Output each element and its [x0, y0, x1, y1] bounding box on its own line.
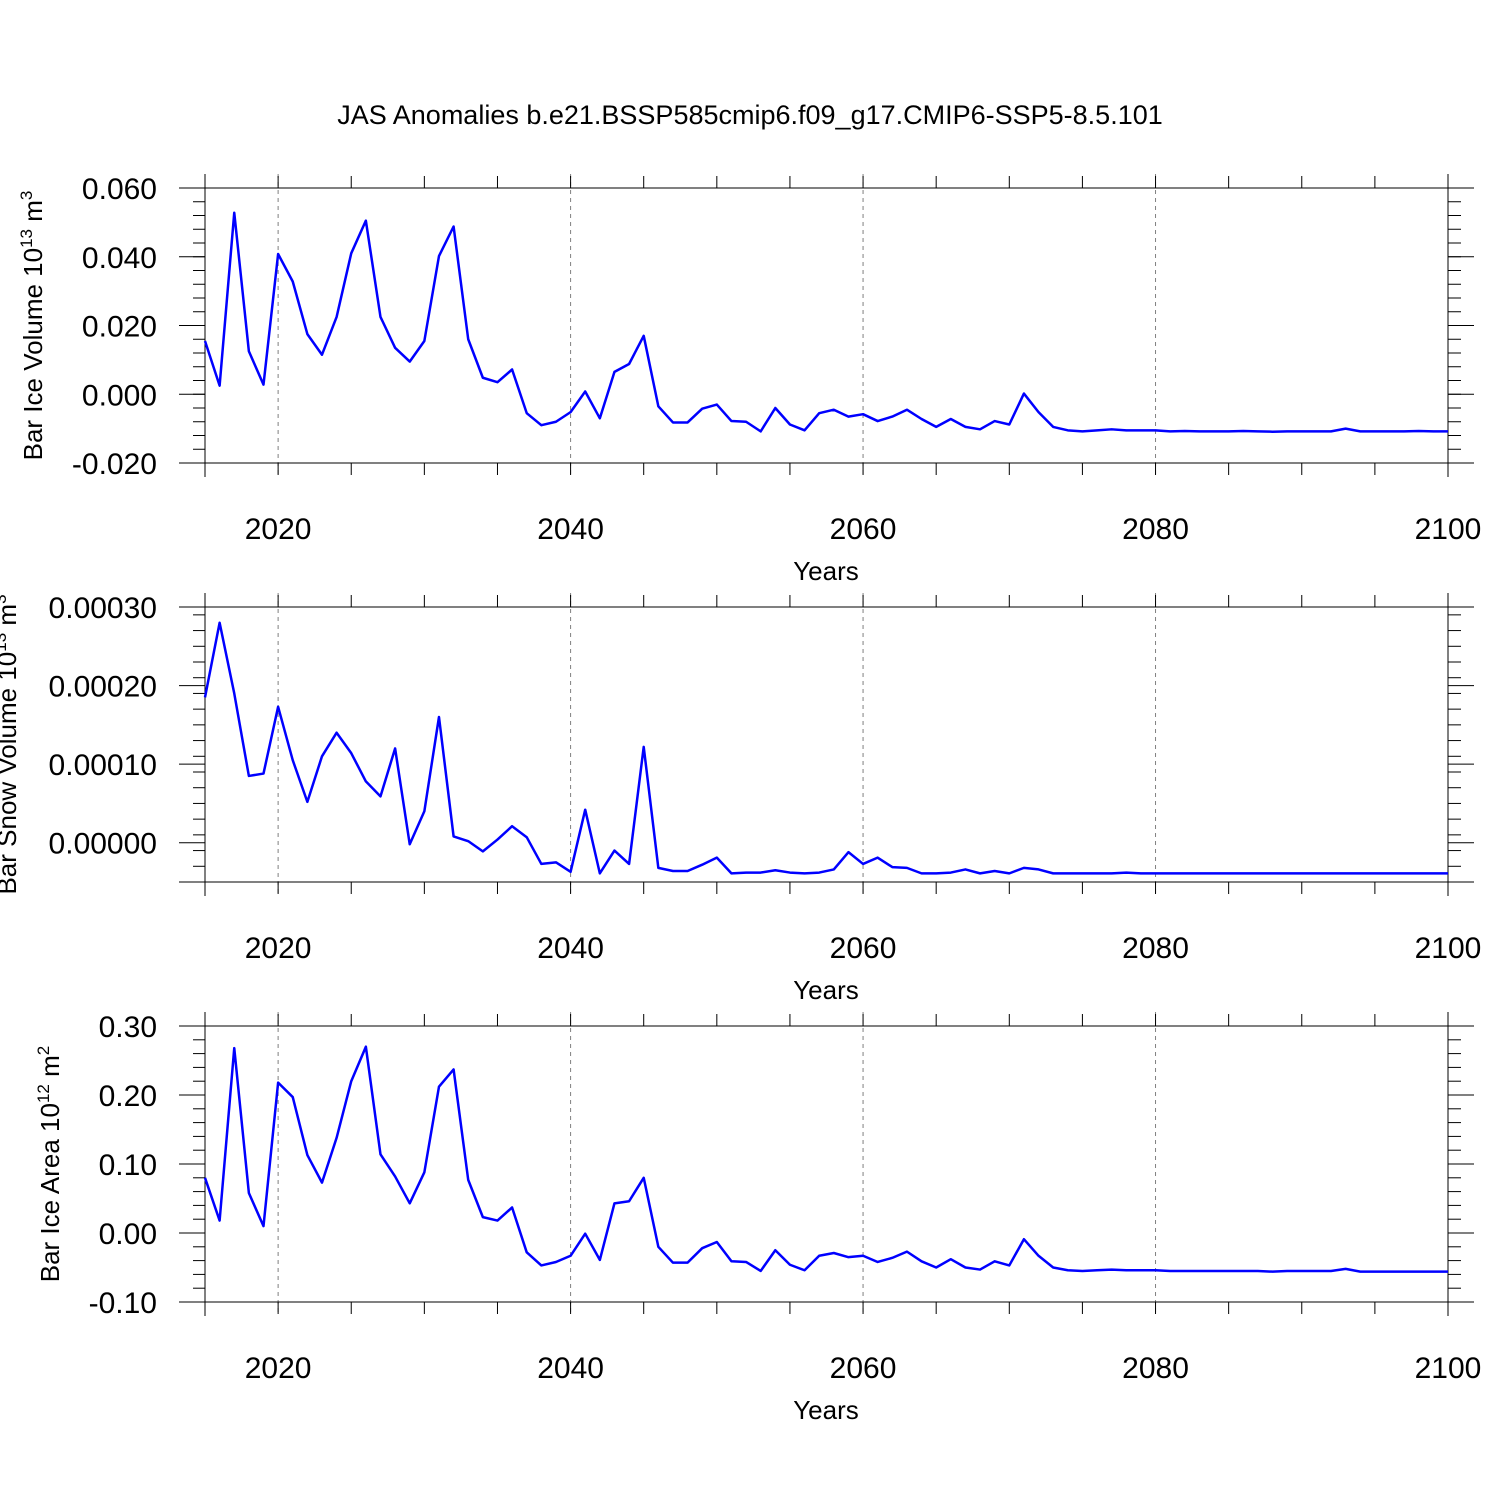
- xtick-label: 2020: [245, 932, 312, 965]
- ytick-label: 0.00: [99, 1218, 157, 1251]
- ytick-label: 0.00000: [49, 828, 157, 861]
- series-line-snow-volume: [203, 621, 1448, 875]
- panel-ice-volume: -0.020 0.000 0.020 0.040 0.060 2020 2040 2060 20…: [17, 173, 1481, 586]
- panel-ice-area: -0.10 0.00 0.10 0.20 0.30 2020 2040 2060 2080 210…: [34, 1011, 1481, 1425]
- ytick-label: 0.20: [99, 1080, 157, 1113]
- y-axis-label: Bar Ice Area 1012 m2: [34, 1046, 65, 1283]
- x-axis-label: Years: [793, 556, 859, 586]
- xtick-label: 2040: [537, 932, 604, 965]
- xtick-label: 2100: [1415, 1352, 1482, 1385]
- series-line-ice-area: [203, 1045, 1448, 1273]
- series-line-ice-volume: [203, 211, 1448, 433]
- xtick-label: 2060: [830, 1352, 897, 1385]
- ytick-label: 0.00020: [49, 671, 157, 704]
- xtick-label: 2080: [1122, 1352, 1189, 1385]
- x-axis-label: Years: [793, 1395, 859, 1425]
- ytick-label: -0.020: [72, 448, 157, 481]
- ytick-label: 0.30: [99, 1011, 157, 1044]
- ytick-label: 0.020: [82, 311, 157, 344]
- xtick-label: 2020: [245, 1352, 312, 1385]
- xtick-label: 2020: [245, 513, 312, 546]
- ytick-label: -0.10: [89, 1287, 157, 1320]
- ytick-label: 0.00010: [49, 749, 157, 782]
- chart-title: JAS Anomalies b.e21.BSSP585cmip6.f09_g17…: [337, 100, 1163, 130]
- xtick-label: 2100: [1415, 513, 1482, 546]
- ytick-label: 0.040: [82, 242, 157, 275]
- ytick-label: 0.00030: [49, 592, 157, 625]
- xtick-label: 2040: [537, 1352, 604, 1385]
- panel-snow-volume: 0.00000 0.00010 0.00020 0.00030 2020 2040 2060…: [0, 592, 1481, 1005]
- ytick-label: 0.060: [82, 173, 157, 206]
- y-axis-label: Bar Ice Volume 1013 m3: [17, 191, 48, 461]
- xtick-label: 2080: [1122, 513, 1189, 546]
- ytick-label: 0.10: [99, 1149, 157, 1182]
- ytick-label: 0.000: [82, 379, 157, 412]
- xtick-label: 2060: [830, 513, 897, 546]
- xtick-label: 2040: [537, 513, 604, 546]
- y-axis-label: Bar Snow Volume 1013 m3: [0, 594, 22, 894]
- xtick-label: 2080: [1122, 932, 1189, 965]
- x-axis-label: Years: [793, 975, 859, 1005]
- xtick-label: 2060: [830, 932, 897, 965]
- xtick-label: 2100: [1415, 932, 1482, 965]
